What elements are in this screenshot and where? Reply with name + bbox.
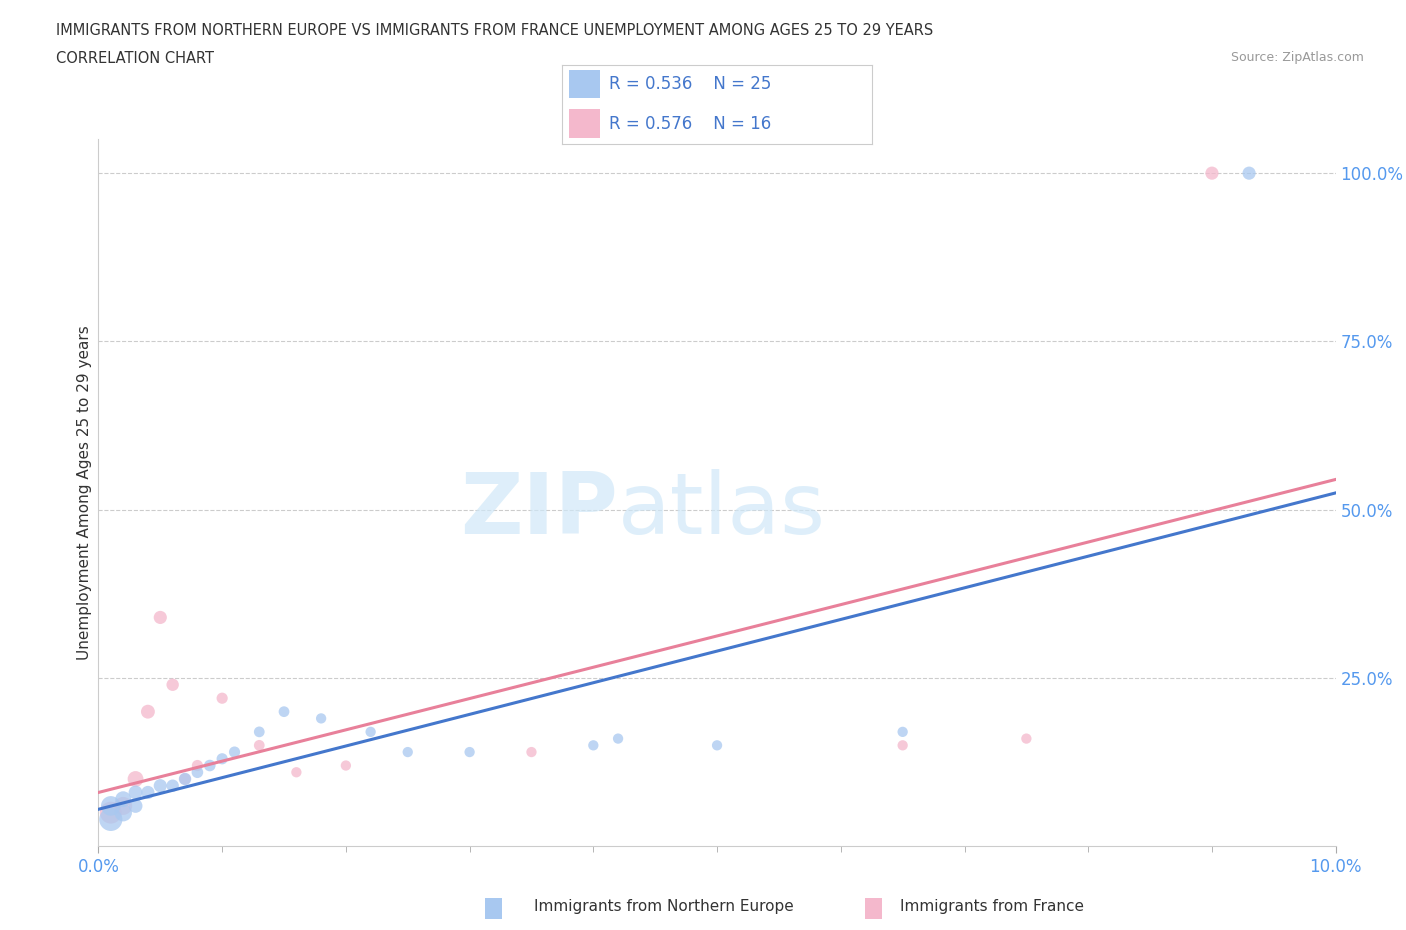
Point <box>224 745 246 760</box>
Point <box>112 805 135 820</box>
Point <box>211 691 233 706</box>
Point <box>174 772 197 787</box>
Point <box>360 724 382 739</box>
Text: R = 0.536    N = 25: R = 0.536 N = 25 <box>609 75 770 93</box>
Text: atlas: atlas <box>619 469 827 552</box>
Point <box>582 737 605 752</box>
Point <box>1015 731 1038 746</box>
Point <box>149 778 172 793</box>
Point <box>136 704 159 719</box>
Text: Immigrants from Northern Europe: Immigrants from Northern Europe <box>534 899 794 914</box>
Text: ZIP: ZIP <box>460 469 619 552</box>
Text: Source: ZipAtlas.com: Source: ZipAtlas.com <box>1230 51 1364 64</box>
Point <box>309 711 332 725</box>
Text: IMMIGRANTS FROM NORTHERN EUROPE VS IMMIGRANTS FROM FRANCE UNEMPLOYMENT AMONG AGE: IMMIGRANTS FROM NORTHERN EUROPE VS IMMIG… <box>56 23 934 38</box>
Point <box>136 785 159 800</box>
Y-axis label: Unemployment Among Ages 25 to 29 years: Unemployment Among Ages 25 to 29 years <box>77 326 91 660</box>
Point <box>112 799 135 814</box>
Point <box>100 805 122 820</box>
Point <box>1237 166 1260 180</box>
Point <box>198 758 221 773</box>
Point <box>247 737 270 752</box>
Point <box>891 737 914 752</box>
Point <box>273 704 295 719</box>
Point <box>162 778 184 793</box>
Point <box>149 610 172 625</box>
Point <box>186 764 208 779</box>
Point <box>211 751 233 766</box>
Point <box>1201 166 1223 180</box>
Point <box>124 772 146 787</box>
Point <box>100 812 122 827</box>
Point <box>891 724 914 739</box>
Text: Immigrants from France: Immigrants from France <box>900 899 1084 914</box>
Text: CORRELATION CHART: CORRELATION CHART <box>56 51 214 66</box>
Point <box>186 758 208 773</box>
Bar <box>568 110 599 138</box>
Point <box>396 745 419 760</box>
Point <box>335 758 357 773</box>
Point <box>124 799 146 814</box>
Point <box>174 772 197 787</box>
Bar <box>568 70 599 99</box>
Point <box>520 745 543 760</box>
Point <box>100 799 122 814</box>
Point <box>124 785 146 800</box>
Point <box>285 764 308 779</box>
Point <box>247 724 270 739</box>
Point <box>458 745 481 760</box>
Point <box>112 791 135 806</box>
Point <box>607 731 630 746</box>
Point <box>162 677 184 692</box>
Point <box>706 737 728 752</box>
Text: R = 0.576    N = 16: R = 0.576 N = 16 <box>609 114 770 133</box>
